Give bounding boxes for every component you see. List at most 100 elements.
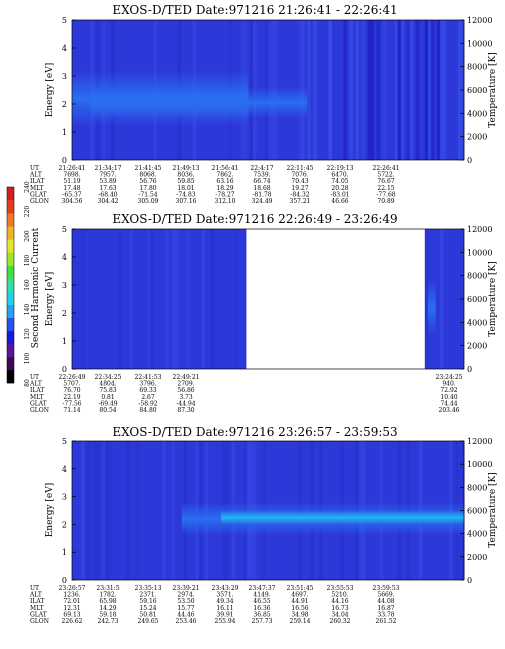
y2-tick-label: 0 — [467, 156, 472, 165]
table-cell: 16.36 — [253, 605, 270, 612]
table-cell: 56.86 — [177, 387, 194, 394]
table-cell: -78.27 — [215, 191, 234, 198]
table-row-label: GLON — [30, 407, 49, 414]
texture-stripe — [234, 229, 239, 369]
table-cell: 65.98 — [99, 598, 116, 605]
table-cell: 12.31 — [63, 605, 80, 612]
table-cell: -69.49 — [98, 400, 117, 407]
y2-tick-label: 12000 — [467, 16, 492, 25]
table-cell: -77.56 — [62, 400, 81, 407]
table-row-label: UT — [30, 585, 39, 592]
table-cell: -65.37 — [62, 191, 81, 198]
table-cell: 3796. — [139, 381, 156, 388]
table-cell: 4697. — [291, 592, 308, 599]
colorbar-label: Second Harmonic Current — [31, 227, 41, 348]
texture-stripe — [349, 20, 354, 160]
band-peak — [220, 510, 464, 525]
table-cell: -84.32 — [290, 191, 309, 198]
y-tick-label: 5 — [62, 437, 67, 446]
table-cell: 21:56:41 — [212, 165, 239, 172]
texture-stripe — [394, 20, 399, 160]
panel-2-y-ticks: 0 1 2 3 4 5 — [62, 225, 76, 374]
table-cell: 6470. — [331, 172, 348, 179]
table-cell: 22:19:13 — [327, 165, 354, 172]
table-cell: -44.94 — [176, 400, 195, 407]
texture-stripe — [186, 229, 191, 369]
table-cell: 7076. — [291, 172, 308, 179]
table-cell: 44.08 — [377, 598, 394, 605]
texture-stripe — [424, 229, 429, 369]
table-cell: 46.55 — [253, 598, 270, 605]
table-cell: 5669. — [377, 592, 394, 599]
colorbar-swatch — [7, 304, 14, 318]
table-cell: 66.74 — [253, 178, 270, 185]
table-cell: 17.63 — [99, 185, 116, 192]
colorbar-swatch — [7, 200, 14, 214]
y-tick-label: 1 — [62, 337, 67, 346]
table-row-label: ALT — [29, 592, 42, 599]
table-cell: 53.50 — [177, 598, 194, 605]
table-cell: 16.73 — [331, 605, 348, 612]
colorbar-swatches — [6, 186, 15, 384]
colorbar-tick-label: 100 — [24, 353, 31, 365]
panel-3-title: EXOS-D/TED Date:971216 23:26:57 - 23:59:… — [112, 425, 397, 439]
y2-tick-label: 10000 — [467, 248, 492, 257]
y-tick-label: 2 — [62, 520, 67, 529]
table-cell: 2.67 — [141, 394, 155, 401]
panel-1: EXOS-D/TED Date:971216 21:26:41 - 22:26:… — [29, 3, 498, 205]
table-cell: 0.81 — [101, 394, 114, 401]
table-cell: 4804. — [99, 381, 116, 388]
table-cell: 7957. — [99, 172, 116, 179]
y-tick-label: 1 — [62, 548, 67, 557]
table-cell: 3571. — [216, 592, 233, 599]
panel-3-y-ticks: 0 1 2 3 4 5 — [62, 437, 76, 585]
table-row-label: GLON — [30, 198, 49, 205]
table-cell: 1236. — [63, 592, 80, 599]
table-cell: 7698. — [63, 172, 80, 179]
table-cell: 49.34 — [216, 598, 233, 605]
table-cell: 56.76 — [139, 178, 156, 185]
table-cell: 249.65 — [138, 618, 159, 625]
table-cell: 242.73 — [98, 618, 119, 625]
colorbar-swatch — [7, 213, 14, 227]
y-tick-label: 0 — [62, 365, 67, 374]
table-cell: 19.27 — [291, 185, 308, 192]
table-cell: 226.62 — [62, 618, 83, 625]
y2-tick-label: 2000 — [467, 342, 487, 351]
table-cell: 8036. — [177, 172, 194, 179]
table-cell: 72.92 — [440, 387, 457, 394]
texture-stripe — [117, 229, 121, 369]
texture-stripe — [355, 20, 360, 160]
table-cell: 8068. — [139, 172, 156, 179]
texture-stripe — [370, 20, 375, 160]
table-cell: 33.78 — [377, 611, 394, 618]
table-cell: 74.05 — [331, 178, 348, 185]
panel-2-spectrogram — [72, 229, 464, 369]
y-tick-label: 0 — [62, 156, 67, 165]
panel-1-y2-ticks: 0 2000 4000 6000 8000 10000 12000 — [460, 16, 492, 165]
texture-stripe — [307, 20, 311, 160]
table-cell: 1782. — [99, 592, 116, 599]
colorbar-tick-label: 200 — [24, 230, 31, 242]
texture-stripe — [409, 20, 414, 160]
texture-stripe — [457, 20, 462, 160]
table-cell: 2371. — [139, 592, 156, 599]
texture-stripe — [442, 20, 447, 160]
table-cell: 44.16 — [331, 598, 348, 605]
table-cell: 2974. — [177, 592, 194, 599]
table-cell: -81.78 — [252, 191, 271, 198]
table-cell: 20.28 — [331, 185, 348, 192]
texture-stripe — [135, 441, 139, 580]
table-cell: 44.91 — [291, 598, 308, 605]
table-cell: 39.91 — [216, 611, 233, 618]
y2-tick-label: 10000 — [467, 460, 492, 469]
table-row-label: ILAT — [30, 178, 44, 185]
table-cell: 22:41:53 — [135, 374, 162, 381]
y2-tick-label: 2000 — [467, 553, 487, 562]
texture-stripe — [415, 20, 420, 160]
table-cell: 76.67 — [377, 178, 394, 185]
y2-tick-label: 0 — [467, 365, 472, 374]
texture-stripe — [201, 229, 206, 369]
table-cell: 69.33 — [139, 387, 156, 394]
y2-tick-label: 6000 — [467, 295, 487, 304]
